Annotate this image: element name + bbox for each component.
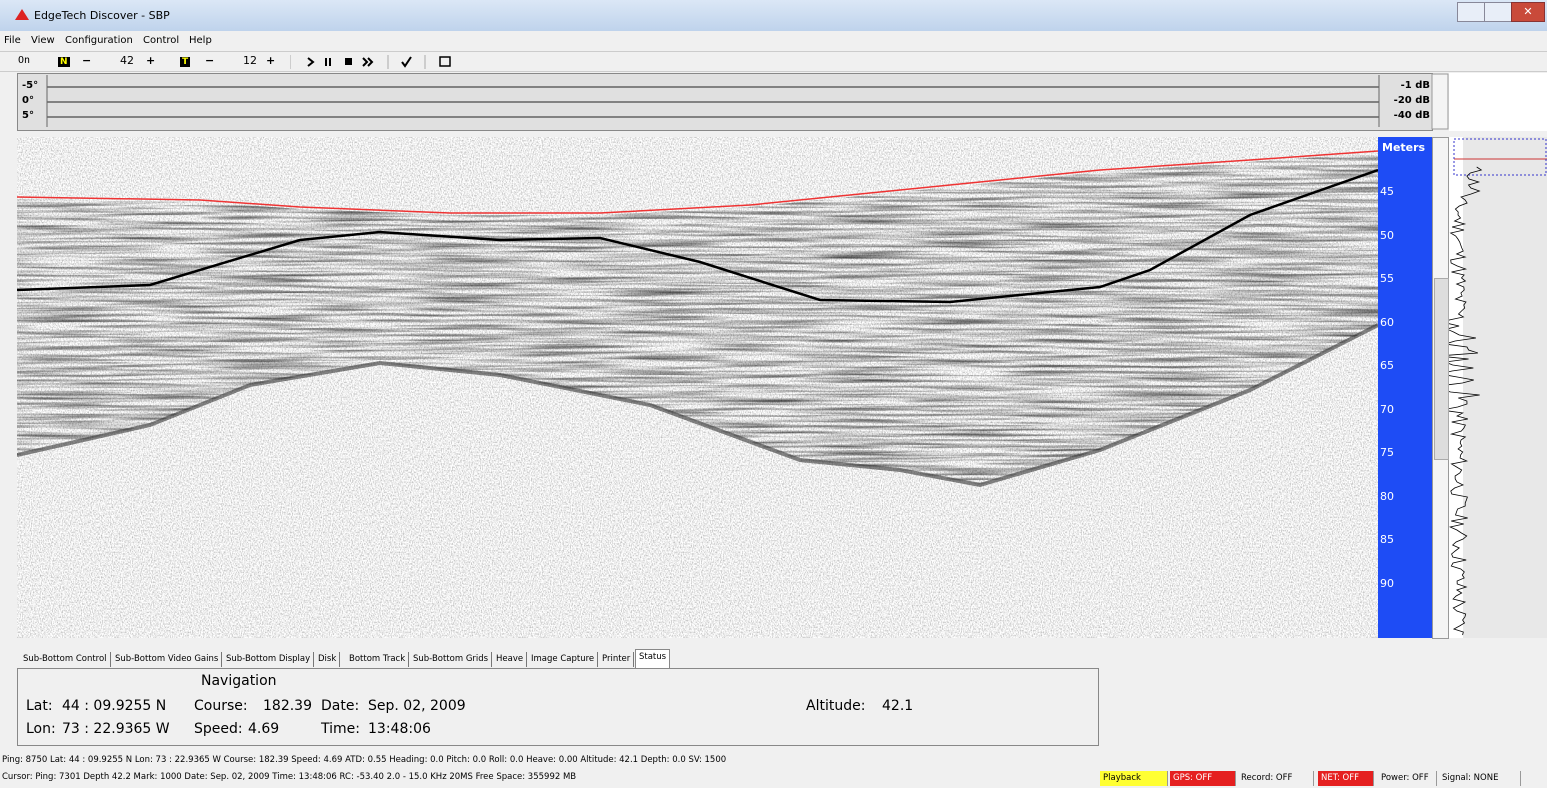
side-blank [1449,73,1547,131]
title-bar: EdgeTech Discover - SBP ✕ [0,0,1547,31]
course-label: Course: [194,698,248,714]
signal-panel [1449,137,1547,638]
depth-scale [1378,137,1432,638]
db-label: -20 dB [1394,95,1430,106]
n-minus[interactable]: − [82,54,91,67]
depth-tick-label: 55 [1380,272,1394,285]
t-minus[interactable]: − [205,54,214,67]
menu-item[interactable]: Configuration [65,35,133,46]
depth-scrollbar[interactable] [1432,137,1449,639]
lat-value: 44 : 09.9255 N [62,698,166,714]
toolbar-icons [290,54,460,70]
t-value[interactable]: 12 [243,54,257,67]
altitude-label: Altitude: [806,698,865,714]
on-button[interactable]: On [18,55,30,66]
altitude-value: 42.1 [882,698,913,714]
status-indicator: Playback [1100,771,1168,786]
signal-background [1449,137,1547,638]
tab[interactable]: Bottom Track [346,652,409,667]
t-plus[interactable]: + [266,54,275,67]
status-indicator: NET: OFF [1318,771,1374,786]
status-indicator: GPS: OFF [1170,771,1236,786]
db-label: -40 dB [1394,110,1430,121]
lon-value: 73 : 22.9365 W [62,721,170,737]
menu-item[interactable]: Control [143,35,179,46]
depth-tick-label: 75 [1380,446,1394,459]
lat-label: Lat: [26,698,53,714]
speed-value: 4.69 [248,721,279,737]
t-label: T [180,54,190,67]
n-value[interactable]: 42 [120,54,134,67]
status-line: Cursor: Ping: 7301 Depth 42.2 Mark: 1000… [2,772,576,782]
status-indicator: Signal: NONE [1439,771,1521,786]
play-button[interactable] [308,58,313,66]
maximize-button[interactable] [1484,2,1512,22]
stop-button[interactable] [345,58,352,65]
fast-forward-button[interactable] [363,58,367,66]
navigation-panel: Navigation Lat: 44 : 09.9255 N Course: 1… [17,668,1099,746]
depth-tick-label: 50 [1380,229,1394,242]
n-box: N [58,57,70,67]
check-button[interactable] [402,57,411,66]
tab[interactable]: Printer [599,652,634,667]
depth-tick-label: 65 [1380,359,1394,372]
n-plus[interactable]: + [146,54,155,67]
depth-tick-label: 90 [1380,577,1394,590]
lon-label: Lon: [26,721,56,737]
menu-item[interactable]: View [31,35,55,46]
time-value: 13:48:06 [368,721,431,737]
scroll-thumb[interactable] [1434,278,1449,460]
status-indicator: Power: OFF [1378,771,1437,786]
speed-label: Speed: [194,721,243,737]
app-icon [14,8,30,22]
window-title: EdgeTech Discover - SBP [34,9,170,22]
date-value: Sep. 02, 2009 [368,698,466,714]
tab[interactable]: Image Capture [528,652,598,667]
angle-label: -5° [22,80,38,91]
sonar-image [17,137,1378,638]
angle-lines [17,73,1449,130]
time-label: Time: [321,721,360,737]
tab[interactable]: Sub-Bottom Grids [410,652,492,667]
t-box: T [180,57,190,67]
minimize-button[interactable] [1457,2,1485,22]
tab[interactable]: Heave [493,652,527,667]
tab[interactable]: Status [635,649,670,669]
app-window: EdgeTech Discover - SBP ✕ File View Config… [0,0,1547,788]
pause-button[interactable] [325,58,331,66]
menu-item[interactable]: Help [189,35,212,46]
n-label: N [58,54,70,67]
status-indicator: Record: OFF [1238,771,1314,786]
menu-item[interactable]: File [4,35,21,46]
angle-label: 0° [22,95,34,106]
db-label: -1 dB [1401,80,1430,91]
tab[interactable]: Disk [315,652,340,667]
depth-tick-label: 80 [1380,490,1394,503]
tab[interactable]: Sub-Bottom Video Gains [112,652,222,667]
status-line: Ping: 8750 Lat: 44 : 09.9255 N Lon: 73 :… [2,755,726,765]
depth-scale-title: Meters [1382,141,1425,154]
date-label: Date: [321,698,359,714]
depth-tick-label: 85 [1380,533,1394,546]
nav-title: Navigation [201,673,277,689]
tab[interactable]: Sub-Bottom Display [223,652,314,667]
window-button[interactable] [440,57,450,66]
signal-trace-area [1449,137,1463,638]
course-value: 182.39 [263,698,312,714]
depth-tick-label: 70 [1380,403,1394,416]
angle-scrollbar[interactable] [1432,74,1448,129]
fast-forward-icon [368,58,372,66]
angle-label: 5° [22,110,34,121]
depth-tick-label: 60 [1380,316,1394,329]
depth-tick-label: 45 [1380,185,1394,198]
toolbar: On N − 42 + T − 12 + [0,51,1547,72]
tab[interactable]: Sub-Bottom Control [20,652,111,667]
close-button[interactable]: ✕ [1511,2,1545,22]
